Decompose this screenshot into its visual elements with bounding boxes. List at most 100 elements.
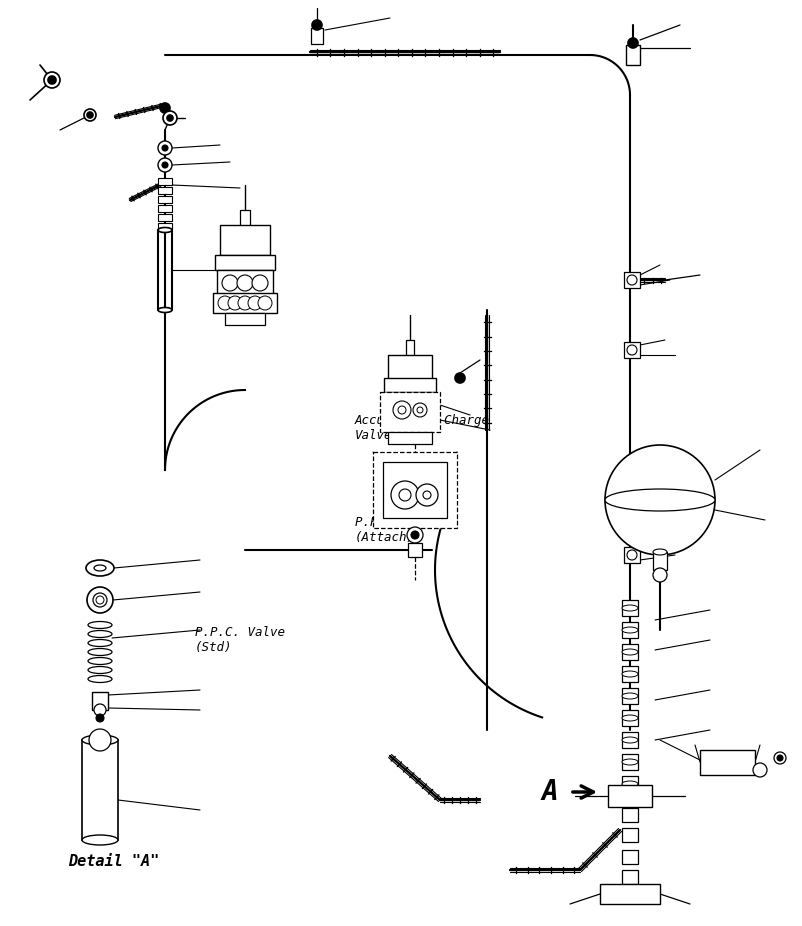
Ellipse shape [605,489,715,511]
Ellipse shape [622,715,638,721]
Circle shape [89,729,111,751]
Circle shape [218,296,232,310]
Bar [622,666,638,682]
Bar [622,828,638,842]
Bar [622,850,638,864]
Circle shape [753,763,767,777]
Circle shape [411,531,419,539]
Text: Detail "A": Detail "A" [68,855,160,870]
Circle shape [628,38,638,48]
Circle shape [627,470,637,480]
Bar [626,45,640,65]
Circle shape [158,158,172,172]
Ellipse shape [88,657,112,665]
Bar [373,452,457,528]
Bar [158,178,172,185]
Bar [624,547,640,563]
Bar [240,210,250,230]
Bar [622,622,638,638]
Circle shape [393,401,411,419]
Text: Accumulator Charge
Valve: Accumulator Charge Valve [355,414,490,442]
Ellipse shape [158,228,172,232]
Bar [158,223,172,230]
Bar [225,313,265,325]
Ellipse shape [86,560,114,576]
Circle shape [248,296,262,310]
Ellipse shape [622,759,638,765]
Ellipse shape [622,605,638,611]
Circle shape [627,345,637,355]
Ellipse shape [88,640,112,646]
Circle shape [158,141,172,155]
Bar [624,342,640,358]
Text: P.P.C. Valve
(Std): P.P.C. Valve (Std) [195,626,285,654]
Bar [622,644,638,660]
Ellipse shape [88,621,112,629]
Bar [408,543,422,557]
Circle shape [413,403,427,417]
Bar [600,884,660,904]
Circle shape [258,296,272,310]
Circle shape [93,593,107,607]
Circle shape [653,568,667,582]
Ellipse shape [622,627,638,633]
Bar [622,776,638,792]
Circle shape [455,373,465,383]
Bar [622,732,638,748]
Bar [653,552,667,570]
Circle shape [96,714,104,722]
Bar [82,740,118,840]
Bar [158,196,172,203]
Circle shape [87,587,113,613]
Ellipse shape [622,737,638,743]
Bar [213,293,277,313]
Bar [384,378,436,392]
Circle shape [398,406,406,414]
Ellipse shape [653,549,667,555]
Circle shape [627,275,637,285]
Ellipse shape [88,675,112,682]
Bar [622,808,638,822]
Bar [622,754,638,770]
Ellipse shape [622,693,638,699]
Ellipse shape [622,671,638,677]
Bar [622,710,638,726]
Circle shape [84,109,96,121]
Ellipse shape [622,649,638,655]
Circle shape [222,275,238,291]
Circle shape [252,275,268,291]
Circle shape [160,103,170,113]
Ellipse shape [82,835,118,845]
Bar [406,340,414,358]
Circle shape [627,550,637,560]
Bar [622,870,638,884]
Bar [220,225,270,255]
Bar [217,270,273,295]
Bar [383,462,447,518]
Circle shape [312,20,322,30]
Circle shape [167,115,173,121]
Circle shape [391,481,419,509]
Bar [380,392,440,432]
Ellipse shape [82,735,118,745]
Text: A: A [541,778,558,806]
Circle shape [94,704,106,716]
Bar [622,688,638,704]
Bar [158,205,172,212]
Circle shape [777,755,783,761]
Bar [388,355,432,380]
Bar [624,467,640,483]
Circle shape [416,484,438,506]
Circle shape [162,145,168,151]
Bar [158,214,172,221]
Circle shape [238,296,252,310]
Bar [215,255,275,270]
Circle shape [774,752,786,764]
Circle shape [163,111,177,125]
Circle shape [237,275,253,291]
Ellipse shape [622,781,638,787]
Ellipse shape [158,307,172,312]
Bar [388,432,432,444]
Circle shape [228,296,242,310]
Circle shape [96,596,104,604]
